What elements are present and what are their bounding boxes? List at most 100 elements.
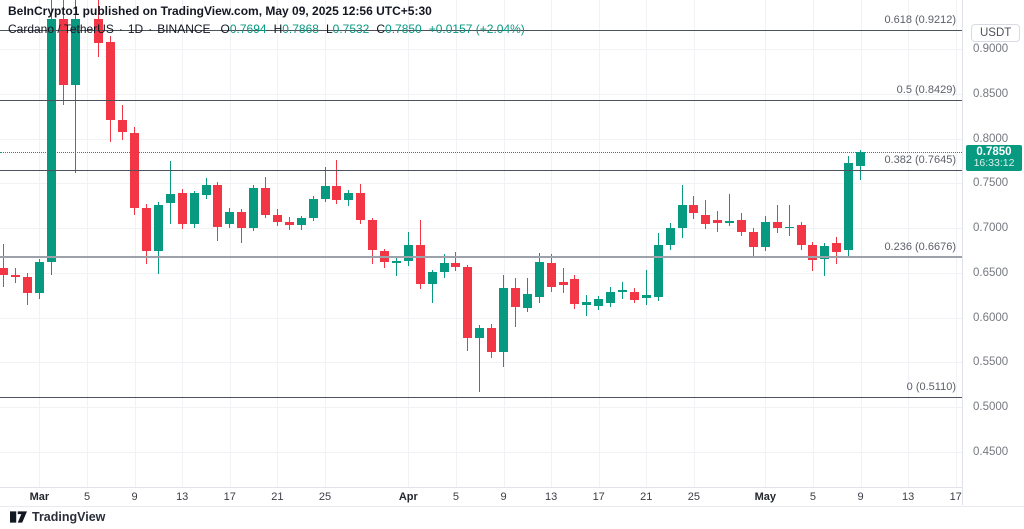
bullish-candle	[189, 193, 199, 224]
price-axis-label: 0.6000	[973, 311, 1009, 324]
vertical-gridline	[229, 0, 231, 487]
fib-retracement-line	[0, 397, 962, 399]
vertical-gridline	[955, 0, 957, 487]
bullish-candle	[427, 272, 437, 284]
time-axis-label: 25	[687, 491, 701, 503]
vertical-gridline	[503, 0, 505, 487]
bullish-candle	[249, 187, 259, 229]
time-axis-label: 25	[318, 491, 332, 503]
bullish-candle	[391, 261, 401, 264]
bearish-candle	[130, 133, 140, 208]
bullish-candle	[534, 262, 544, 298]
vertical-gridline	[551, 0, 553, 487]
bearish-candle	[546, 263, 556, 288]
time-axis-label: 17	[592, 491, 605, 503]
close-value: 0.7850	[385, 22, 422, 36]
tradingview-logo-icon	[10, 511, 27, 523]
fib-retracement-line	[0, 256, 962, 259]
price-axis-label: 0.5000	[973, 401, 1009, 414]
bullish-candle	[201, 185, 211, 195]
time-axis-label: 9	[500, 491, 507, 503]
bullish-candle	[70, 18, 80, 85]
vertical-gridline	[182, 0, 184, 487]
time-axis-label: 13	[176, 491, 189, 503]
bearish-candle	[463, 266, 473, 339]
bearish-candle	[368, 220, 378, 251]
time-axis-label: 17	[223, 491, 236, 503]
price-axis-label: 0.7500	[973, 177, 1009, 190]
bullish-candle	[344, 193, 354, 201]
fib-retracement-line	[0, 170, 962, 172]
bearish-candle	[451, 263, 461, 267]
bullish-candle	[784, 227, 794, 229]
low-value: 0.7532	[332, 22, 370, 36]
vertical-gridline	[277, 0, 279, 487]
time-axis-label: 9	[857, 491, 864, 503]
fib-level-label: 0.5 (0.8429)	[896, 84, 956, 97]
vertical-gridline	[39, 0, 41, 487]
bearish-candle	[796, 225, 806, 246]
fib-level-label: 0.618 (0.9212)	[884, 14, 956, 26]
candle-wick	[336, 160, 338, 204]
bearish-candle	[748, 231, 758, 247]
horizontal-gridline	[0, 183, 962, 185]
bullish-candle	[677, 204, 687, 229]
vertical-gridline	[408, 0, 410, 487]
time-axis-label: Mar	[29, 491, 50, 503]
candle-wick	[645, 270, 647, 306]
open-label: O	[220, 22, 230, 36]
time-axis-label: Apr	[398, 491, 418, 503]
bearish-candle	[237, 211, 247, 229]
horizontal-gridline	[0, 452, 962, 454]
time-axis-label: 13	[901, 491, 915, 503]
interval-label: 1D	[127, 22, 144, 36]
bearish-candle	[570, 279, 580, 305]
horizontal-gridline	[0, 317, 962, 319]
candle-wick	[324, 167, 326, 203]
candle-wick	[776, 204, 778, 233]
bullish-candle	[594, 298, 604, 307]
bearish-candle	[332, 186, 342, 201]
time-axis-label: 5	[83, 491, 91, 503]
candle-wick	[479, 324, 481, 392]
bearish-candle	[558, 281, 568, 285]
low-label: L	[325, 22, 333, 36]
bearish-candle	[737, 220, 746, 232]
fib-retracement-line	[0, 100, 962, 102]
candle-wick	[455, 252, 457, 272]
fib-level-label: 0 (0.5110)	[906, 381, 956, 394]
tradingview-logo-link[interactable]: TradingView	[10, 510, 105, 524]
fib-level-label: 0.382 (0.7645)	[884, 154, 956, 167]
bullish-candle	[439, 263, 449, 272]
time-axis-label: 5	[452, 491, 459, 503]
bullish-candle	[641, 295, 651, 298]
price-scale[interactable]: USDT 0.7850 16:33:12 0.9000 0.8500 0.8000 0…	[962, 0, 1024, 505]
candle-wick	[3, 244, 5, 288]
bullish-candle	[296, 218, 306, 226]
exchange-label: BINANCE	[157, 22, 211, 36]
candle-wick	[562, 268, 564, 293]
price-axis-label: 0.6500	[973, 266, 1009, 279]
bearish-candle	[832, 243, 842, 253]
last-price-tag: 0.7850 16:33:12	[966, 144, 1022, 171]
vertical-gridline	[693, 0, 695, 487]
footer: TradingView	[0, 506, 1024, 529]
last-price-value: 0.7850	[976, 145, 1012, 158]
bullish-candle	[725, 220, 735, 223]
legend-separator: ·	[148, 22, 153, 36]
bar-countdown: 16:33:12	[973, 156, 1015, 169]
time-scale[interactable]: Mar 5 9 13 17 21 25 Apr 5 9 13 17 21 25 May 5 9 13 17	[0, 487, 1024, 507]
bearish-candle	[11, 274, 21, 278]
price-axis-label: 0.4500	[973, 446, 1009, 459]
bearish-candle	[356, 193, 366, 221]
candle-wick	[395, 256, 397, 276]
bearish-candle	[415, 245, 425, 284]
vertical-gridline	[598, 0, 600, 487]
chart-pane[interactable]: 0.618 (0.9212) 0.5 (0.8429) 0.382 (0.7645)…	[0, 0, 962, 487]
bullish-candle	[499, 288, 508, 352]
bearish-candle	[213, 185, 223, 228]
bullish-candle	[618, 289, 627, 292]
vertical-gridline	[134, 0, 136, 487]
vertical-gridline	[812, 0, 814, 487]
